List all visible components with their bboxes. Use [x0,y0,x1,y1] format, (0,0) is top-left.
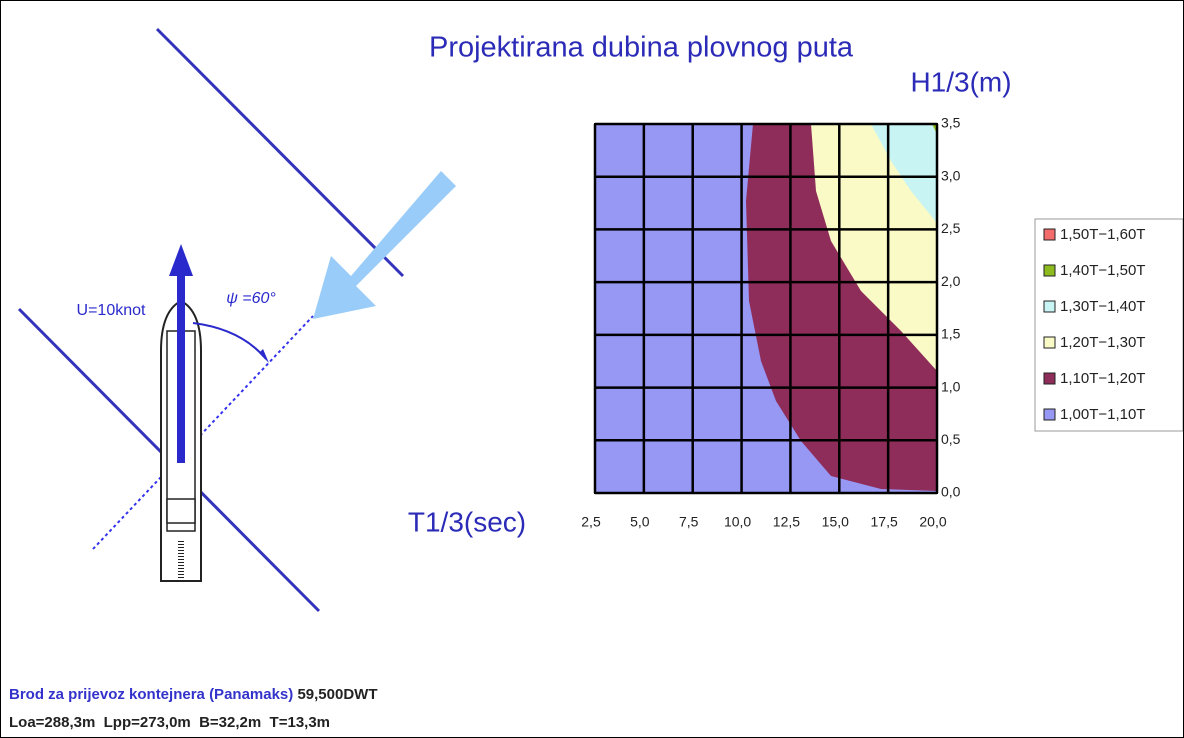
ship-scene: U=10knot ψ =60° [17,27,456,613]
x-tick-label: 2,5 [581,514,601,530]
angle-arc [192,322,267,360]
legend: 1,50T−1,60T 1,40T−1,50T 1,30T−1,40T 1,20T−1… [1043,226,1145,423]
legend-label: 1,10T−1,20T [1060,370,1145,387]
y-tick-label: 2,0 [941,273,961,289]
y-axis-label: H1/3(m) [910,66,1011,97]
y-tick-label: 1,0 [941,378,961,394]
caption-part: (Panamaks) [209,686,293,703]
y-tick-label: 1,5 [941,326,961,342]
x-tick-label: 20,0 [919,514,946,530]
legend-swatch [1043,372,1056,385]
x-tick-label: 7,5 [679,514,699,530]
wave-direction [92,315,314,550]
y-tick-label: 3,0 [941,167,961,183]
region [811,124,937,371]
x-tick-label: 12,5 [773,514,800,530]
legend-swatch [1043,300,1056,313]
course-arrowhead [169,244,193,276]
legend-label: 1,30T−1,40T [1060,298,1145,315]
caption-vessel: Brod za prijevoz kontejnera (Panamaks) 5… [9,686,378,703]
legend-swatch [1043,408,1056,421]
legend-swatch [1043,336,1056,349]
caption-part: 59,500DWT [297,686,377,703]
legend-label: 1,20T−1,30T [1060,334,1145,351]
caption-dimensions: Loa=288,3m Lpp=273,0m B=32,2m T=13,3m [9,714,330,731]
x-tick-label: 15,0 [822,514,849,530]
y-tick-label: 0,5 [941,431,961,447]
wave-arrow [313,171,456,319]
legend-swatch [1043,228,1056,241]
y-tick-label: 2,5 [941,220,961,236]
x-tick-label: 10,0 [724,514,751,530]
legend-swatch [1043,264,1056,277]
legend-box [1034,218,1183,432]
plot-frame [594,123,938,494]
legend-label: 1,40T−1,50T [1060,262,1145,279]
speed-label: U=10knot [77,302,146,319]
x-tick-label: 5,0 [630,514,650,530]
x-tick-label: 17,5 [871,514,898,530]
y-tick-label: 3,5 [941,115,961,131]
wave-crest [155,27,405,278]
ship-bridge [166,498,196,524]
y-tick-label: 0,0 [941,484,961,500]
x-axis-label: T1/3(sec) [408,506,526,537]
legend-label: 1,00T−1,10T [1060,406,1145,423]
angle-label: ψ =60° [226,290,276,307]
contour-plot [593,122,939,495]
caption-part: Brod za prijevoz kontejnera [9,686,206,703]
legend-label: 1,50T−1,60T [1060,226,1145,243]
title: Projektirana dubina plovnog puta [429,32,854,64]
angle-arrowhead [259,349,269,363]
